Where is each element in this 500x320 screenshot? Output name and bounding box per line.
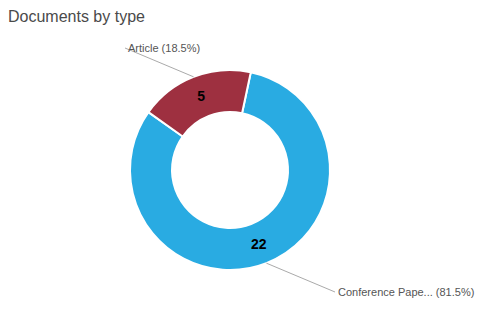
data-label: 22 <box>251 236 267 252</box>
annotation: Conference Pape... (81.5%) <box>338 286 474 298</box>
annotation: Article (18.5%) <box>128 42 200 54</box>
data-label: 5 <box>197 88 205 104</box>
slice <box>148 70 250 136</box>
labels: 22 Conference Pape... (81.5%) 5 Article (18… <box>125 42 474 298</box>
chart: Documents by type 22 Conference Pape... (8… <box>0 0 500 320</box>
slices <box>130 70 330 270</box>
title: Documents by type <box>8 8 145 25</box>
annotation-line <box>266 263 335 292</box>
